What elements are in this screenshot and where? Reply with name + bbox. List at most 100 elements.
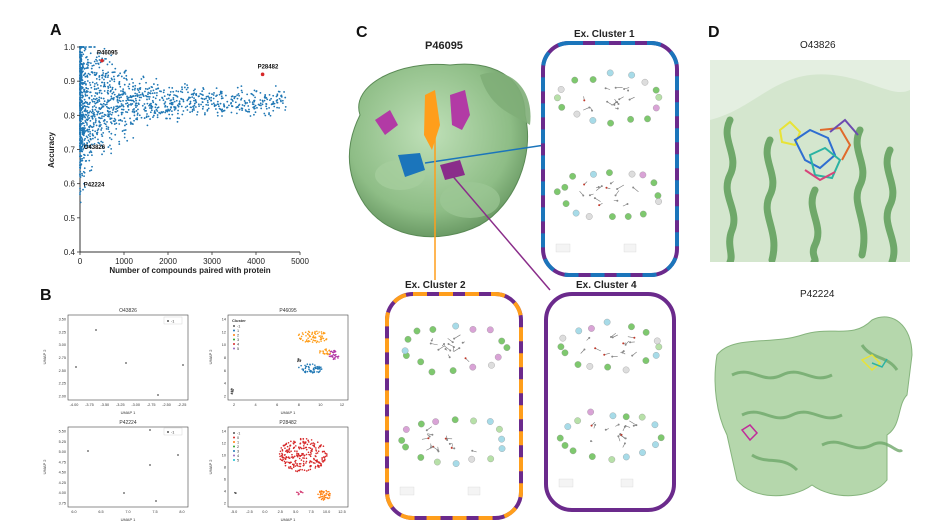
umap-point xyxy=(292,457,294,459)
umap-ytick: 5.50 xyxy=(59,430,66,434)
scatter-point xyxy=(86,61,89,64)
ligand-atom xyxy=(425,429,428,432)
scatter-point xyxy=(89,101,91,104)
scatter-point xyxy=(91,115,94,118)
umap-point xyxy=(285,456,287,459)
umap-point xyxy=(313,444,315,447)
umap-point xyxy=(235,492,237,494)
cluster2-border-dash xyxy=(385,292,523,520)
umap-point xyxy=(292,466,295,469)
scatter-point xyxy=(94,102,97,105)
scatter-point xyxy=(88,96,91,99)
scatter-point xyxy=(128,83,131,86)
umap-point xyxy=(296,462,298,465)
scatter-point xyxy=(136,88,139,90)
umap-point xyxy=(286,461,288,463)
ligand-atom xyxy=(605,186,608,189)
umap-point xyxy=(295,491,298,494)
scatter-point xyxy=(193,97,195,100)
umap-point xyxy=(305,470,308,472)
scatter-point xyxy=(200,97,203,100)
scatter-point xyxy=(79,150,81,153)
scatter-point xyxy=(103,115,105,118)
scatter-point xyxy=(86,80,89,82)
scatter-point xyxy=(166,117,168,120)
scatter-point xyxy=(278,107,280,109)
umap-ylabel-o43826: UMAP 2 xyxy=(42,349,47,365)
umap-legend-marker xyxy=(167,431,169,433)
scatter-point xyxy=(109,117,112,120)
scatter-point xyxy=(84,116,87,119)
scatter-point xyxy=(204,113,206,116)
scatter-point xyxy=(254,111,257,114)
scatter-point xyxy=(111,111,114,114)
ligand-atom xyxy=(588,106,591,109)
scatter-point xyxy=(129,121,132,124)
scatter-point xyxy=(156,110,159,112)
scatter-point xyxy=(201,90,204,93)
scatter-point xyxy=(157,106,160,109)
scatter-point xyxy=(84,47,86,50)
umap-xlabel-p28482: UMAP 1 xyxy=(281,517,297,522)
scatter-point xyxy=(273,102,276,105)
scatter-point xyxy=(259,99,262,101)
scatter-point xyxy=(81,51,84,54)
umap-point xyxy=(287,441,290,444)
scatter-point xyxy=(102,85,105,88)
scatter-point xyxy=(145,81,147,84)
umap-point xyxy=(300,364,302,367)
scatter-point xyxy=(123,129,126,132)
umap-xtick: -3.75 xyxy=(85,403,94,407)
umap-ytick: 2 xyxy=(224,502,226,506)
umap-point xyxy=(309,443,312,445)
umap-xlabel-o43826: UMAP 1 xyxy=(121,410,137,415)
scatter-point xyxy=(82,95,85,97)
scatter-point xyxy=(95,106,97,109)
highlight-point xyxy=(100,58,104,63)
umap-ytick: 3.25 xyxy=(59,330,66,334)
umap-point xyxy=(319,444,322,447)
umap-point xyxy=(123,492,125,494)
umap-point xyxy=(281,449,284,452)
scatter-point xyxy=(153,92,156,94)
scatter-point xyxy=(169,102,171,105)
scatter-point xyxy=(83,110,86,113)
residue-disc xyxy=(553,188,561,196)
scatter-point xyxy=(258,104,261,107)
scatter-point xyxy=(180,98,183,100)
umap-legend-box xyxy=(163,316,183,325)
scatter-point xyxy=(117,119,120,122)
scatter-point xyxy=(97,128,100,130)
umap-point xyxy=(334,358,336,360)
umap-point xyxy=(155,500,157,502)
scatter-point xyxy=(133,88,136,91)
umap-legend-label: -1 xyxy=(237,432,240,436)
umap-xtick: -3.50 xyxy=(101,403,110,407)
scatter-point xyxy=(85,159,88,162)
umap-point xyxy=(298,366,300,369)
scatter-point xyxy=(145,95,148,98)
scatter-point xyxy=(105,57,107,60)
ligand-bond xyxy=(453,347,460,352)
umap-point xyxy=(75,366,77,368)
umap-point xyxy=(293,446,296,449)
umap-point xyxy=(298,454,301,457)
umap-ytick: 5.25 xyxy=(59,440,66,444)
scatter-point xyxy=(172,90,175,93)
scatter-point xyxy=(82,82,85,84)
scatter-point xyxy=(213,105,216,108)
scatter-point xyxy=(79,104,82,107)
scatter-point xyxy=(93,115,96,118)
annotation-label: P28482 xyxy=(258,64,279,70)
scatter-point xyxy=(100,117,103,120)
scatter-point xyxy=(263,99,266,102)
ligand-atom xyxy=(624,437,627,440)
umap-point xyxy=(322,351,325,353)
scatter-point xyxy=(86,76,89,78)
scatter-point xyxy=(110,113,113,116)
residue-disc xyxy=(554,94,561,102)
umap-point xyxy=(288,467,290,469)
ligand-atom xyxy=(446,439,449,442)
residue-disc xyxy=(557,343,565,351)
scatter-point xyxy=(85,110,87,113)
